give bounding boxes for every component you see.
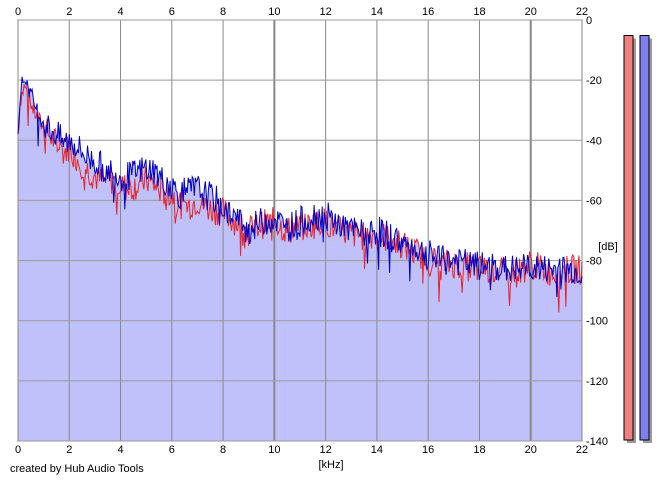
x-tick-label-bottom: 8 [220, 444, 226, 456]
x-tick-label-bottom: 16 [422, 444, 434, 456]
x-tick-label-bottom: 6 [169, 444, 175, 456]
y-tick-label: -80 [586, 256, 602, 268]
x-tick-label-top: 6 [169, 6, 175, 18]
spectrum-fill [18, 76, 582, 442]
x-tick-label-top: 16 [422, 6, 434, 18]
credit-text: created by Hub Audio Tools [10, 463, 144, 475]
spectrum-area [18, 76, 582, 442]
x-tick-label-bottom: 12 [320, 444, 332, 456]
x-tick-label-top: 4 [117, 6, 123, 18]
x-tick-label-top: 0 [15, 6, 21, 18]
y-tick-label: -140 [586, 436, 608, 448]
x-tick-label-bottom: 0 [15, 444, 21, 456]
series-line-1 [17, 84, 583, 313]
x-tick-label-top: 12 [320, 6, 332, 18]
x-tick-label-bottom: 14 [371, 444, 383, 456]
x-tick-label-bottom: 10 [268, 444, 280, 456]
x-tick-label-top: 10 [268, 6, 280, 18]
x-tick-label-bottom: 22 [576, 444, 588, 456]
level-meters [623, 35, 652, 443]
y-tick-label: -20 [586, 75, 602, 87]
series-layer [17, 76, 583, 313]
x-axis-label: [kHz] [318, 459, 343, 471]
level-meter-2 [639, 35, 650, 441]
y-tick-label: -100 [586, 316, 608, 328]
series-line-2 [17, 76, 583, 297]
x-tick-label-top: 8 [220, 6, 226, 18]
x-tick-label-bottom: 2 [66, 444, 72, 456]
y-tick-label: -40 [586, 135, 602, 147]
y-tick-label: -120 [586, 376, 608, 388]
x-tick-label-bottom: 20 [525, 444, 537, 456]
x-tick-label-top: 2 [66, 6, 72, 18]
x-tick-label-top: 18 [473, 6, 485, 18]
y-axis-label: [dB] [598, 241, 618, 253]
y-tick-label: 0 [586, 15, 592, 27]
x-tick-label-top: 22 [576, 6, 588, 18]
x-tick-label-top: 14 [371, 6, 383, 18]
tick-labels: 002244668810101212141416161818202022220-… [15, 6, 608, 456]
x-tick-label-bottom: 4 [117, 444, 123, 456]
level-meter-1 [623, 35, 634, 441]
y-tick-label: -60 [586, 195, 602, 207]
x-tick-label-top: 20 [525, 6, 537, 18]
x-tick-label-bottom: 18 [473, 444, 485, 456]
grid-lines [17, 19, 583, 442]
